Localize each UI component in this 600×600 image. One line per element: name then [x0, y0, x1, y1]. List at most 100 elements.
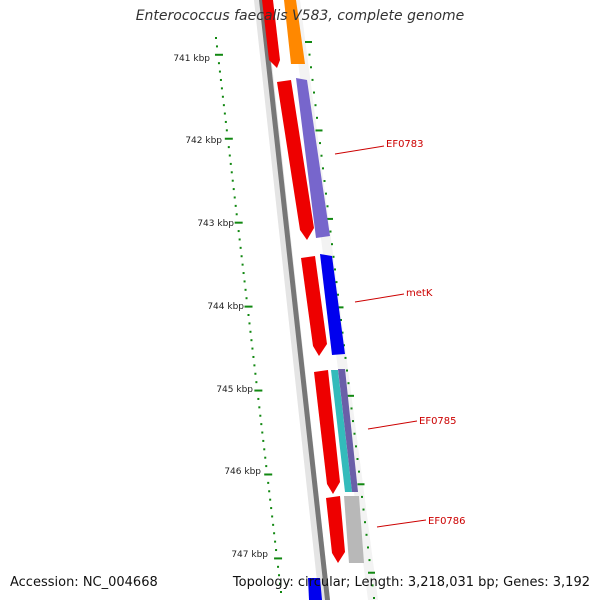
ruler-minor-tick — [255, 381, 258, 384]
gene-block-orange[interactable] — [284, 0, 305, 64]
outer-tick — [341, 331, 344, 334]
gene-block-ef0785-b[interactable] — [338, 369, 358, 492]
ruler-label: 747 kbp — [231, 550, 268, 560]
label-connectors — [334, 145, 427, 528]
ruler-minor-tick — [227, 146, 230, 149]
gene-block-metk[interactable] — [320, 254, 345, 355]
ruler-minor-tick — [274, 540, 277, 543]
ruler-minor-tick — [219, 78, 222, 81]
outer-tick — [358, 470, 360, 473]
ruler-minor-tick — [264, 456, 267, 459]
outer-tick — [355, 445, 357, 448]
ruler-major-tick — [224, 137, 233, 140]
ruler-minor-tick — [229, 162, 232, 165]
ruler-minor-tick — [261, 431, 264, 434]
gene-arrow-red[interactable] — [326, 496, 345, 563]
ruler-major-tick — [254, 389, 263, 392]
outer-tick — [347, 394, 354, 397]
ruler-minor-tick — [248, 322, 251, 325]
ruler-minor-tick — [223, 112, 226, 115]
outer-tick — [308, 53, 311, 56]
ruler-minor-tick — [267, 481, 270, 484]
outer-tick — [314, 104, 317, 107]
gene-label-metk[interactable]: metK — [406, 288, 433, 299]
gene-block-ef0786[interactable] — [344, 496, 364, 563]
ruler-minor-tick — [221, 95, 224, 98]
gene-block-blue-bottom[interactable] — [308, 578, 322, 600]
reverse-strand-genes — [284, 0, 364, 600]
outer-tick — [357, 483, 365, 486]
ruler-minor-tick — [250, 339, 253, 342]
outer-tick — [319, 142, 321, 145]
outer-tick — [352, 420, 354, 423]
outer-tick — [323, 180, 326, 182]
outer-tick — [371, 584, 374, 587]
ruler-major-tick — [274, 557, 283, 560]
ruler-minor-tick — [218, 70, 221, 73]
ruler-minor-tick — [225, 129, 228, 132]
outer-tick — [320, 154, 323, 157]
outer-tick — [346, 369, 348, 372]
ruler-minor-tick — [251, 347, 254, 350]
outer-tick — [313, 91, 315, 94]
ruler-minor-tick — [215, 45, 218, 48]
outer-tick — [316, 116, 318, 119]
ruler-minor-tick — [238, 238, 241, 241]
ruler-minor-tick — [235, 213, 238, 216]
outer-tick — [365, 533, 368, 536]
outer-tick — [353, 432, 356, 435]
ruler-minor-tick — [239, 246, 242, 249]
outer-tick — [329, 230, 332, 233]
connector-ef0786 — [376, 519, 427, 528]
gene-label-ef0785[interactable]: EF0785 — [419, 416, 457, 427]
ruler-major-tick — [214, 53, 223, 56]
ruler-minor-tick — [247, 314, 250, 316]
forward-strand-genes — [262, 0, 345, 563]
ruler-minor-tick — [240, 255, 243, 258]
gene-arrow-red[interactable] — [277, 80, 314, 240]
ruler-minor-tick — [258, 406, 261, 409]
connector-ef0783 — [334, 145, 385, 155]
ruler-minor-tick — [263, 448, 266, 451]
outer-tick — [322, 167, 324, 170]
outer-tick — [315, 129, 323, 132]
ruler-minor-tick — [272, 523, 275, 526]
gene-arrow-red[interactable] — [314, 370, 340, 494]
gene-label-ef0783[interactable]: EF0783 — [386, 139, 424, 150]
ruler-minor-tick — [259, 414, 262, 417]
connector-ef0785 — [367, 420, 418, 430]
outer-tick — [340, 319, 342, 321]
genome-summary-text: Topology: circular; Length: 3,218,031 bp… — [232, 575, 590, 590]
ruler-minor-tick — [249, 330, 252, 333]
outer-tick — [326, 205, 329, 208]
ruler-minor-tick — [270, 507, 273, 510]
outer-tick — [310, 66, 312, 69]
ruler-minor-tick — [269, 498, 272, 501]
ruler-major-tick — [244, 305, 253, 308]
ruler-minor-tick — [273, 532, 276, 535]
outer-tick — [362, 508, 365, 511]
ruler-minor-tick — [245, 297, 248, 300]
gene-arrow-red[interactable] — [301, 256, 327, 356]
ruler-major-tick — [234, 221, 243, 224]
ruler-minor-tick — [234, 204, 237, 207]
outer-tick — [356, 458, 359, 460]
outer-tick — [336, 306, 344, 309]
ruler-minor-tick — [254, 372, 257, 375]
gene-block-ef0783[interactable] — [296, 78, 330, 238]
ruler-major-tick — [264, 473, 273, 476]
gene-label-ef0786[interactable]: EF0786 — [428, 516, 466, 527]
gene-arrow-red[interactable] — [262, 0, 280, 68]
outer-ticks — [305, 41, 375, 599]
ruler-minor-tick — [280, 591, 282, 593]
gene-block-ef0785[interactable] — [331, 370, 352, 492]
ruler-minor-tick — [253, 364, 256, 367]
ruler-minor-tick — [233, 196, 236, 199]
ruler-minor-tick — [241, 263, 244, 266]
ruler-minor-tick — [217, 62, 220, 65]
ruler-minor-tick — [232, 188, 235, 191]
ruler-minor-tick — [268, 490, 271, 493]
ruler-label: 745 kbp — [216, 385, 253, 395]
